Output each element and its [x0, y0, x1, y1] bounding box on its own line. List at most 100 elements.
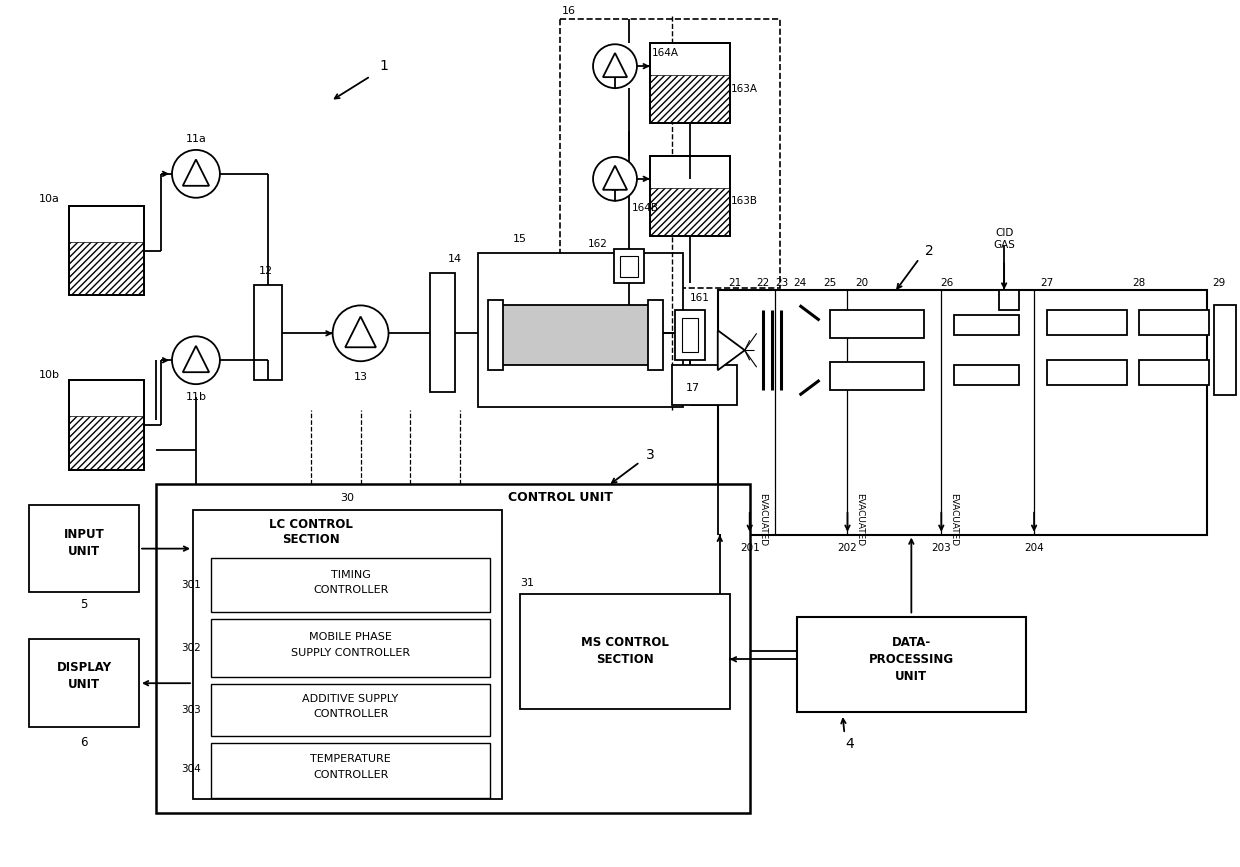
Text: PROCESSING: PROCESSING [869, 653, 954, 666]
Text: CONTROLLER: CONTROLLER [312, 709, 388, 719]
Bar [650, 43, 730, 123]
Text: 2: 2 [925, 244, 934, 257]
Polygon shape [718, 330, 745, 370]
Text: 161: 161 [689, 293, 709, 303]
Text: 21: 21 [728, 278, 742, 289]
Text: MS CONTROL: MS CONTROL [582, 636, 668, 649]
Circle shape [172, 336, 219, 384]
Text: 164A: 164A [651, 49, 678, 58]
Bar [650, 75, 730, 123]
Text: 10b: 10b [38, 370, 60, 381]
Bar [682, 318, 698, 352]
Circle shape [593, 44, 637, 88]
Bar [650, 43, 730, 123]
Text: 163A: 163A [732, 84, 758, 95]
Bar [254, 285, 281, 380]
Polygon shape [182, 160, 210, 186]
Text: 26: 26 [941, 278, 954, 289]
Polygon shape [603, 166, 627, 190]
Text: 23: 23 [775, 278, 789, 289]
Text: 203: 203 [931, 543, 951, 552]
Text: DATA-: DATA- [892, 636, 931, 649]
Text: 3: 3 [646, 448, 655, 462]
Text: 12: 12 [259, 265, 273, 276]
Bar [614, 249, 644, 284]
Bar [479, 252, 683, 407]
Bar [955, 316, 1019, 336]
Bar [489, 301, 503, 370]
Text: 4: 4 [846, 737, 854, 751]
Bar [193, 510, 502, 799]
Bar [650, 156, 730, 236]
Text: 164B: 164B [631, 203, 658, 212]
Text: 22: 22 [756, 278, 769, 289]
Text: 162: 162 [588, 238, 608, 249]
Text: TEMPERATURE: TEMPERATURE [310, 754, 391, 764]
Bar [620, 256, 637, 277]
Text: LC CONTROL: LC CONTROL [269, 518, 352, 531]
Text: 27: 27 [1040, 278, 1054, 289]
Text: UNIT: UNIT [895, 669, 928, 682]
Text: 304: 304 [181, 764, 201, 774]
Text: 13: 13 [353, 372, 367, 382]
Text: 30: 30 [341, 492, 355, 503]
Bar [211, 557, 490, 612]
Bar [69, 205, 144, 296]
Text: SECTION: SECTION [281, 533, 340, 546]
Text: 24: 24 [792, 278, 806, 289]
Bar [69, 380, 144, 470]
Polygon shape [182, 346, 210, 372]
Bar [1138, 310, 1209, 336]
Text: UNIT: UNIT [68, 678, 100, 691]
Bar [498, 305, 653, 365]
Polygon shape [345, 316, 376, 348]
Bar [30, 639, 139, 727]
Bar [1214, 305, 1235, 395]
Text: 302: 302 [181, 643, 201, 654]
Text: CONTROLLER: CONTROLLER [312, 770, 388, 780]
Bar [675, 310, 704, 360]
Text: 28: 28 [1132, 278, 1146, 289]
Text: EVACUATED: EVACUATED [856, 493, 864, 546]
Text: 31: 31 [521, 577, 534, 588]
Bar [796, 617, 1025, 712]
Text: 20: 20 [854, 278, 868, 289]
Bar [1138, 360, 1209, 385]
Text: 29: 29 [1211, 278, 1225, 289]
Bar [156, 484, 750, 812]
Bar [830, 310, 924, 338]
Bar [69, 380, 144, 470]
Text: INPUT: INPUT [63, 528, 104, 541]
Text: EVACUATED: EVACUATED [950, 493, 959, 546]
Text: 303: 303 [181, 705, 201, 715]
Bar [718, 290, 1207, 535]
Bar [672, 365, 737, 405]
Bar [1047, 360, 1127, 385]
Bar [650, 156, 730, 236]
Bar [211, 619, 490, 677]
Polygon shape [603, 53, 627, 77]
Text: 17: 17 [686, 383, 699, 393]
Bar [69, 416, 144, 470]
Text: 201: 201 [740, 543, 760, 552]
Bar [69, 242, 144, 296]
Text: 204: 204 [1024, 543, 1044, 552]
Text: 202: 202 [837, 543, 857, 552]
Text: CONTROL UNIT: CONTROL UNIT [507, 492, 613, 505]
Text: 10a: 10a [38, 193, 60, 204]
Bar [1047, 310, 1127, 336]
Bar [999, 290, 1019, 310]
Bar [521, 595, 730, 709]
Text: 11b: 11b [186, 392, 206, 402]
Bar [830, 362, 924, 390]
Circle shape [593, 157, 637, 201]
Text: 14: 14 [449, 253, 463, 264]
Text: 16: 16 [562, 6, 577, 16]
Circle shape [172, 150, 219, 198]
Text: MOBILE PHASE: MOBILE PHASE [309, 632, 392, 642]
Text: 6: 6 [81, 735, 88, 748]
Text: CID: CID [994, 228, 1013, 238]
Text: SUPPLY CONTROLLER: SUPPLY CONTROLLER [291, 649, 410, 658]
Text: 163B: 163B [732, 196, 758, 205]
Text: UNIT: UNIT [68, 545, 100, 558]
